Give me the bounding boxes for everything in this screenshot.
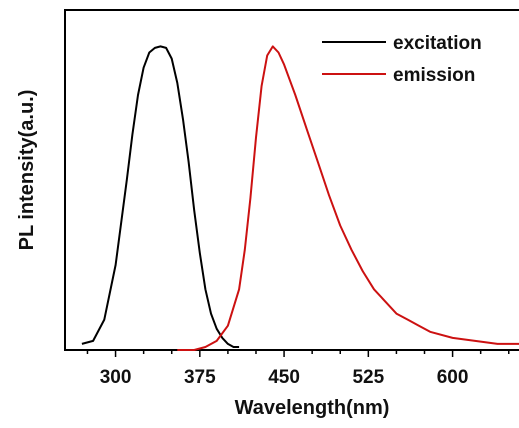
x-axis-title: Wavelength(nm) xyxy=(235,397,390,419)
excitation-series-line xyxy=(81,45,240,348)
x-tick-label: 525 xyxy=(352,367,384,388)
x-tick-label: 375 xyxy=(184,367,216,388)
legend-label-emission: emission xyxy=(393,65,475,86)
legend-label-excitation: excitation xyxy=(393,33,482,54)
series-layer xyxy=(81,45,519,351)
x-tick-label: 300 xyxy=(100,367,132,388)
x-tick-label: 450 xyxy=(268,367,300,388)
x-ticks: 300 375 450 525 600 xyxy=(86,350,510,388)
y-axis-title: PL intensity(a.u.) xyxy=(16,90,38,251)
legend: excitation emission xyxy=(322,33,482,86)
plot-frame xyxy=(64,9,519,351)
x-tick-label: 600 xyxy=(437,367,469,388)
emission-series-line xyxy=(177,45,519,351)
